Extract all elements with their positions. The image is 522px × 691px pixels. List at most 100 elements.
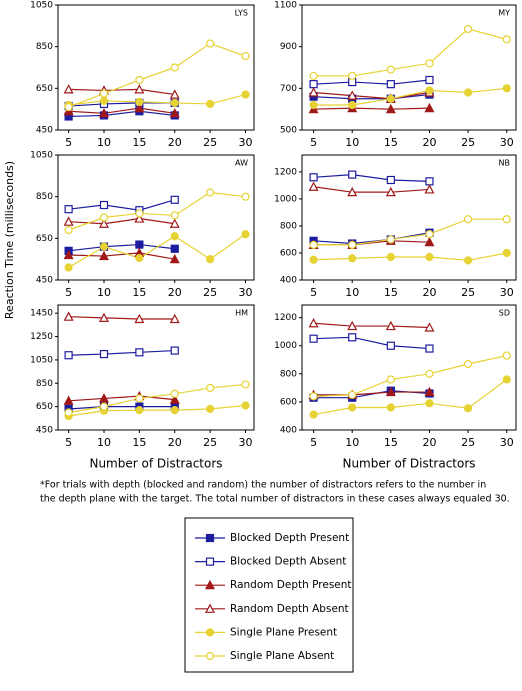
marker xyxy=(348,390,357,399)
marker xyxy=(64,263,73,272)
series-line xyxy=(313,173,430,182)
marker xyxy=(135,406,144,415)
marker xyxy=(502,351,511,360)
marker xyxy=(64,102,73,112)
marker xyxy=(170,389,179,398)
plot-frame xyxy=(57,154,255,281)
y-tick-label: 850 xyxy=(36,42,53,52)
plot-frame xyxy=(301,154,517,281)
y-tick-label: 1100 xyxy=(274,1,297,11)
y-tick-label: 850 xyxy=(36,379,53,389)
marker xyxy=(386,80,395,89)
marker xyxy=(386,94,395,103)
marker xyxy=(64,205,73,214)
series-line xyxy=(313,91,430,100)
y-tick-label: 1050 xyxy=(30,355,53,365)
panel-title: LYS xyxy=(235,9,248,18)
marker xyxy=(348,333,357,342)
x-tick-label: 30 xyxy=(239,436,253,449)
legend-marker xyxy=(205,557,215,566)
series-line xyxy=(68,94,246,106)
y-tick-label: 650 xyxy=(36,84,53,94)
x-tick-label: 30 xyxy=(500,286,514,299)
marker xyxy=(99,213,109,222)
x-axis-label: Number of Distractors xyxy=(342,457,475,471)
marker xyxy=(63,216,74,226)
x-tick-label: 10 xyxy=(97,286,111,299)
x-tick-label: 20 xyxy=(422,136,436,149)
x-tick-label: 25 xyxy=(203,136,217,149)
marker xyxy=(170,346,179,355)
marker xyxy=(502,375,511,384)
y-tick-label: 700 xyxy=(280,84,297,94)
marker xyxy=(424,184,435,194)
series-line xyxy=(313,218,507,246)
marker xyxy=(98,312,109,322)
marker xyxy=(425,229,434,239)
legend-marker xyxy=(205,533,215,543)
series-line xyxy=(68,395,175,402)
series-line xyxy=(68,217,175,225)
series-line xyxy=(68,110,175,118)
marker xyxy=(135,348,144,357)
series-line xyxy=(313,87,507,106)
marker xyxy=(134,313,145,324)
marker xyxy=(308,87,319,97)
series-line xyxy=(313,28,507,77)
series-line xyxy=(313,79,430,85)
y-tick-label: 450 xyxy=(36,426,53,436)
x-tick-label: 15 xyxy=(384,136,398,149)
marker xyxy=(348,100,357,110)
marker xyxy=(170,211,179,220)
panel-title: AW xyxy=(235,159,248,168)
series-line xyxy=(68,252,175,260)
plot-frame xyxy=(57,304,255,431)
marker xyxy=(464,88,473,97)
y-tick-label: 900 xyxy=(280,42,297,52)
marker xyxy=(135,254,144,263)
marker xyxy=(386,403,395,412)
marker xyxy=(135,75,144,85)
y-tick-label: 1050 xyxy=(30,151,53,161)
y-tick-label: 800 xyxy=(280,369,297,379)
marker xyxy=(135,394,144,403)
marker xyxy=(135,97,144,106)
marker xyxy=(425,252,434,262)
x-tick-label: 5 xyxy=(65,286,72,299)
marker xyxy=(241,230,250,239)
marker xyxy=(309,410,318,419)
marker xyxy=(98,250,109,261)
marker xyxy=(464,24,473,34)
marker xyxy=(425,369,434,378)
legend-label: Random Depth Present xyxy=(230,579,352,591)
marker xyxy=(99,96,109,105)
marker xyxy=(169,394,180,404)
marker xyxy=(135,240,144,249)
panel-title: MY xyxy=(498,9,510,18)
marker xyxy=(134,213,145,223)
marker xyxy=(206,383,215,393)
marker xyxy=(309,71,318,80)
panel-title: SD xyxy=(499,309,510,318)
series-line xyxy=(68,107,175,114)
x-tick-label: 30 xyxy=(239,136,253,149)
legend-label: Blocked Depth Absent xyxy=(230,556,346,568)
marker xyxy=(169,108,180,118)
marker xyxy=(347,186,358,197)
series-line xyxy=(313,186,430,193)
legend-label: Single Plane Present xyxy=(230,626,337,638)
marker xyxy=(206,404,215,414)
x-axis-label: Number of Distractors xyxy=(89,457,222,471)
marker xyxy=(424,236,435,247)
y-tick-label: 400 xyxy=(280,426,297,436)
marker xyxy=(134,102,145,113)
footnote: the depth plane with the target. The tot… xyxy=(40,494,510,505)
x-tick-label: 10 xyxy=(345,436,359,449)
marker xyxy=(464,359,473,369)
marker xyxy=(99,89,109,98)
plot-frame xyxy=(301,304,517,431)
y-tick-label: 450 xyxy=(36,126,53,136)
series-line xyxy=(68,199,175,211)
marker xyxy=(134,84,145,94)
y-tick-label: 650 xyxy=(36,402,53,412)
